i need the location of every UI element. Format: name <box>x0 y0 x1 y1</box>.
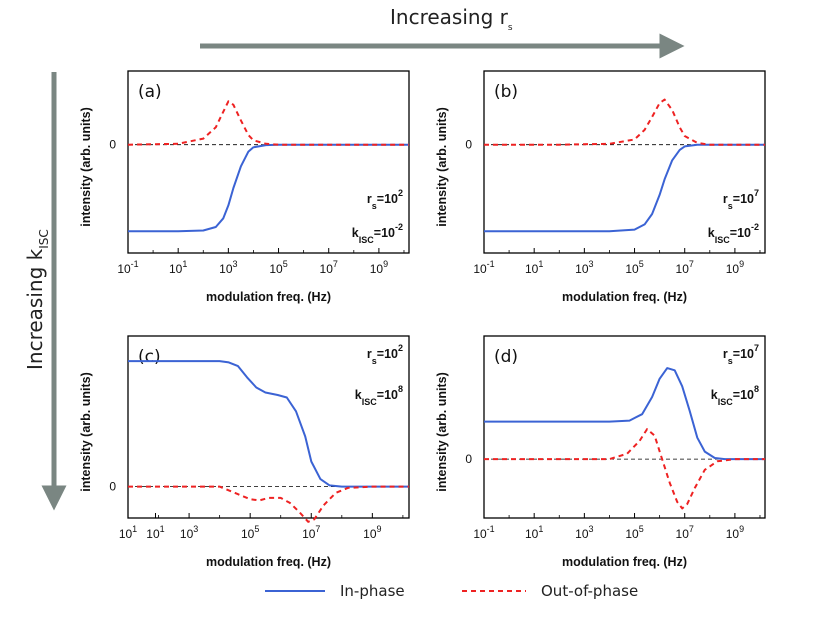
panel-a-xtick-label: 103 <box>219 259 237 276</box>
panel-c-xtick-label: 101 <box>119 524 137 541</box>
panel-b-series-out-of-phase <box>484 98 765 146</box>
panel-c-frame <box>127 335 410 519</box>
panel-a-series-in-phase <box>128 143 409 233</box>
panel-a-label: (a) <box>138 82 162 102</box>
panel-a-xtick-label: 105 <box>269 259 287 276</box>
panel-b-xtick-label: 109 <box>726 259 744 276</box>
panel-b-annotation: kISC=10-2 <box>708 222 759 245</box>
panel-d-ytick-label: 0 <box>465 452 472 466</box>
panel-a-xtick-label: 107 <box>320 259 338 276</box>
panel-c-xtick-label: 109 <box>363 524 381 541</box>
panel-b-annotation: rs=107 <box>723 188 759 211</box>
panel-c-series-in-phase <box>128 360 409 488</box>
panel-d-annotation: rs=107 <box>723 343 759 366</box>
panel-c-xlabel: modulation freq. (Hz) <box>206 555 331 569</box>
panel-b-label: (b) <box>494 82 518 102</box>
panel-c-ylabel: intensity (arb. units) <box>79 372 93 491</box>
panel-c-xtick-label: 101 <box>146 524 164 541</box>
panel-d-xtick-label: 10-1 <box>473 524 494 541</box>
panel-a-annotation: kISC=10-2 <box>352 222 403 245</box>
panel-a-frame <box>127 70 410 254</box>
panel-d-xtick-label: 109 <box>726 524 744 541</box>
top-arrow-label: Increasing rs <box>390 5 513 33</box>
panel-a-xtick-label: 101 <box>169 259 187 276</box>
panel-d: 0 10-1 101 103 105 107 109 modulation freq. (Hz… <box>435 335 766 569</box>
panel-c-annotation: kISC=108 <box>355 384 403 407</box>
panel-a-ytick-label: 0 <box>109 138 116 152</box>
legend-out-phase-label: Out-of-phase <box>541 582 638 600</box>
panel-b-xtick-label: 103 <box>575 259 593 276</box>
panel-b-frame <box>483 70 766 254</box>
panel-d-xtick-label: 107 <box>676 524 694 541</box>
panel-c-series-out-of-phase <box>128 485 409 523</box>
panel-b-ytick-label: 0 <box>465 138 472 152</box>
panel-b-xtick-label: 107 <box>676 259 694 276</box>
panel-b: 0 10-1 101 103 105 107 109 modulation freq. (Hz… <box>435 70 766 304</box>
panel-d-xtick-label: 101 <box>525 524 543 541</box>
legend-in-phase-label: In-phase <box>340 582 405 600</box>
panel-b-ylabel: intensity (arb. units) <box>435 107 449 226</box>
panel-a: 0 10-1 101 103 105 107 109 modulation freq. (Hz… <box>79 70 410 304</box>
panel-d-frame <box>483 335 766 519</box>
panel-c-xtick-label: 107 <box>302 524 320 541</box>
panel-d-xtick-label: 105 <box>625 524 643 541</box>
left-arrow: Increasing kISC <box>23 72 67 511</box>
panel-c-xtick-label: 103 <box>180 524 198 541</box>
panel-b-xlabel: modulation freq. (Hz) <box>562 290 687 304</box>
panel-b-xtick-label: 10-1 <box>473 259 494 276</box>
panel-a-xtick-label: 109 <box>370 259 388 276</box>
left-arrow-label: Increasing kISC <box>23 229 51 370</box>
panel-b-xtick-label: 101 <box>525 259 543 276</box>
panel-d-annotation: kISC=108 <box>711 384 759 407</box>
panel-d-label: (d) <box>494 347 518 367</box>
panel-c-label: (c) <box>138 347 161 367</box>
panel-d-ylabel: intensity (arb. units) <box>435 372 449 491</box>
panel-a-series-out-of-phase <box>127 100 409 146</box>
top-arrow: Increasing rs <box>200 5 685 59</box>
panel-d-xlabel: modulation freq. (Hz) <box>562 555 687 569</box>
panel-b-series-in-phase <box>484 143 765 233</box>
panel-a-ylabel: intensity (arb. units) <box>79 107 93 226</box>
panel-a-xlabel: modulation freq. (Hz) <box>206 290 331 304</box>
panel-c-xtick-label: 105 <box>241 524 259 541</box>
panel-d-series-in-phase <box>484 367 765 461</box>
panel-d-series-out-of-phase <box>484 428 765 510</box>
panel-c-ytick-label: 0 <box>109 480 116 494</box>
panel-c-annotation: rs=102 <box>367 343 403 366</box>
legend: In-phase Out-of-phase <box>265 582 638 600</box>
panel-a-annotation: rs=102 <box>367 188 403 211</box>
panel-b-xtick-label: 105 <box>625 259 643 276</box>
panel-d-xtick-label: 103 <box>575 524 593 541</box>
panel-c: 0 101 101 103 105 107 109 modulation freq. (Hz)… <box>79 335 410 569</box>
panel-a-xtick-label: 10-1 <box>117 259 138 276</box>
